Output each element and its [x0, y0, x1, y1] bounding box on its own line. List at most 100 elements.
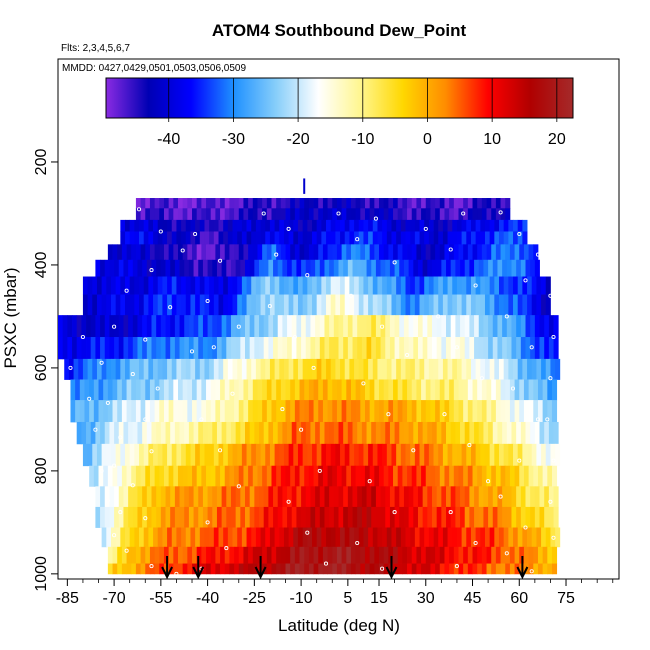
heatmap-cell — [212, 486, 218, 508]
heatmap-cell — [500, 379, 506, 401]
heatmap-cell — [374, 465, 380, 487]
heatmap-cell — [495, 400, 501, 423]
heatmap-cell — [176, 527, 182, 548]
heatmap-cell — [260, 231, 266, 245]
heatmap-cell — [358, 527, 364, 548]
heatmap-cell — [271, 198, 277, 209]
heatmap-cell — [509, 563, 515, 575]
heatmap-cell — [229, 546, 235, 564]
heatmap-cell — [537, 379, 544, 401]
heatmap-cell — [82, 443, 88, 467]
heatmap-cell — [349, 219, 355, 232]
heatmap-cell — [371, 337, 377, 360]
heatmap-cell — [209, 527, 215, 548]
heatmap-cell — [394, 337, 400, 360]
heatmap-cell — [224, 546, 230, 564]
heatmap-cell — [438, 527, 444, 548]
heatmap-cell — [425, 244, 431, 261]
heatmap-cell — [402, 244, 408, 261]
heatmap-cell — [335, 443, 341, 467]
heatmap-cell — [438, 231, 444, 245]
heatmap-cell — [224, 198, 230, 209]
heatmap-cell — [135, 400, 141, 423]
heatmap-cell — [374, 546, 380, 564]
heatmap-cell — [505, 563, 511, 575]
heatmap-cell — [503, 358, 509, 380]
heatmap-cell — [276, 208, 282, 221]
heatmap-cell — [537, 465, 544, 487]
heatmap-cell — [553, 506, 559, 528]
heatmap-cell — [125, 358, 131, 380]
heatmap-cell — [399, 421, 405, 445]
heatmap-cell — [449, 563, 455, 575]
heatmap-cell — [438, 358, 444, 380]
heatmap-cell — [276, 563, 282, 575]
heatmap-cell — [148, 358, 154, 380]
heatmap-cell — [407, 465, 413, 487]
heatmap-cell — [216, 421, 223, 445]
heatmap-cell — [442, 358, 448, 380]
heatmap-cell — [100, 315, 106, 338]
heatmap-cell — [439, 208, 445, 221]
heatmap-cell — [315, 486, 321, 508]
heatmap-cell — [424, 294, 430, 316]
heatmap-cell — [525, 259, 531, 277]
heatmap-cell — [154, 465, 160, 487]
heatmap-cell — [346, 244, 352, 261]
heatmap-cell — [553, 486, 559, 508]
heatmap-cell — [481, 198, 487, 209]
heatmap-cell — [416, 563, 422, 575]
heatmap-cell — [474, 421, 480, 445]
heatmap-cell — [266, 563, 272, 575]
heatmap-cell — [368, 276, 374, 295]
heatmap-cell — [179, 506, 185, 528]
heatmap-cell — [151, 506, 157, 528]
heatmap-cell — [279, 219, 285, 232]
heatmap-cell — [257, 546, 263, 564]
heatmap-cell — [273, 486, 279, 508]
heatmap-cell — [397, 379, 403, 401]
observation-point — [230, 391, 235, 396]
heatmap-cell — [453, 208, 459, 221]
heatmap-cell — [235, 259, 241, 277]
heatmap-cell — [329, 421, 335, 445]
heatmap-cell — [456, 358, 463, 380]
heatmap-cell — [374, 198, 380, 209]
heatmap-cell — [285, 546, 291, 564]
heatmap-cell — [165, 315, 171, 338]
heatmap-cell — [153, 219, 159, 232]
heatmap-cell — [237, 527, 243, 548]
heatmap-cell — [385, 259, 391, 277]
heatmap-cell — [82, 294, 88, 316]
heatmap-cell — [491, 400, 497, 423]
heatmap-cell — [279, 231, 285, 245]
heatmap-cell — [252, 546, 258, 564]
heatmap-cell — [114, 486, 120, 508]
heatmap-cell — [446, 486, 452, 508]
heatmap-cell — [551, 465, 558, 487]
heatmap-cell — [282, 421, 288, 445]
heatmap-cell — [458, 379, 464, 401]
flight-arrow — [192, 556, 205, 580]
heatmap-cell — [491, 379, 497, 401]
heatmap-cell — [425, 400, 431, 423]
heatmap-cell — [421, 244, 427, 261]
heatmap-cell — [523, 546, 530, 564]
heatmap-cell — [266, 546, 272, 564]
flight-arrow — [254, 556, 267, 580]
heatmap-cell — [294, 400, 300, 423]
heatmap-cell — [377, 294, 383, 316]
heatmap-cell — [435, 400, 441, 423]
heatmap-cell — [407, 244, 413, 261]
heatmap-cell — [421, 465, 427, 487]
heatmap-cell — [177, 546, 184, 564]
heatmap-cell — [176, 443, 182, 467]
heatmap-cell — [382, 294, 388, 316]
heatmap-cell — [528, 546, 534, 564]
heatmap-cell — [305, 315, 311, 338]
heatmap-cell — [433, 276, 439, 295]
heatmap-cell — [333, 506, 339, 528]
heatmap-cell — [522, 231, 528, 245]
heatmap-cell — [369, 244, 375, 261]
heatmap-cell — [375, 315, 381, 338]
